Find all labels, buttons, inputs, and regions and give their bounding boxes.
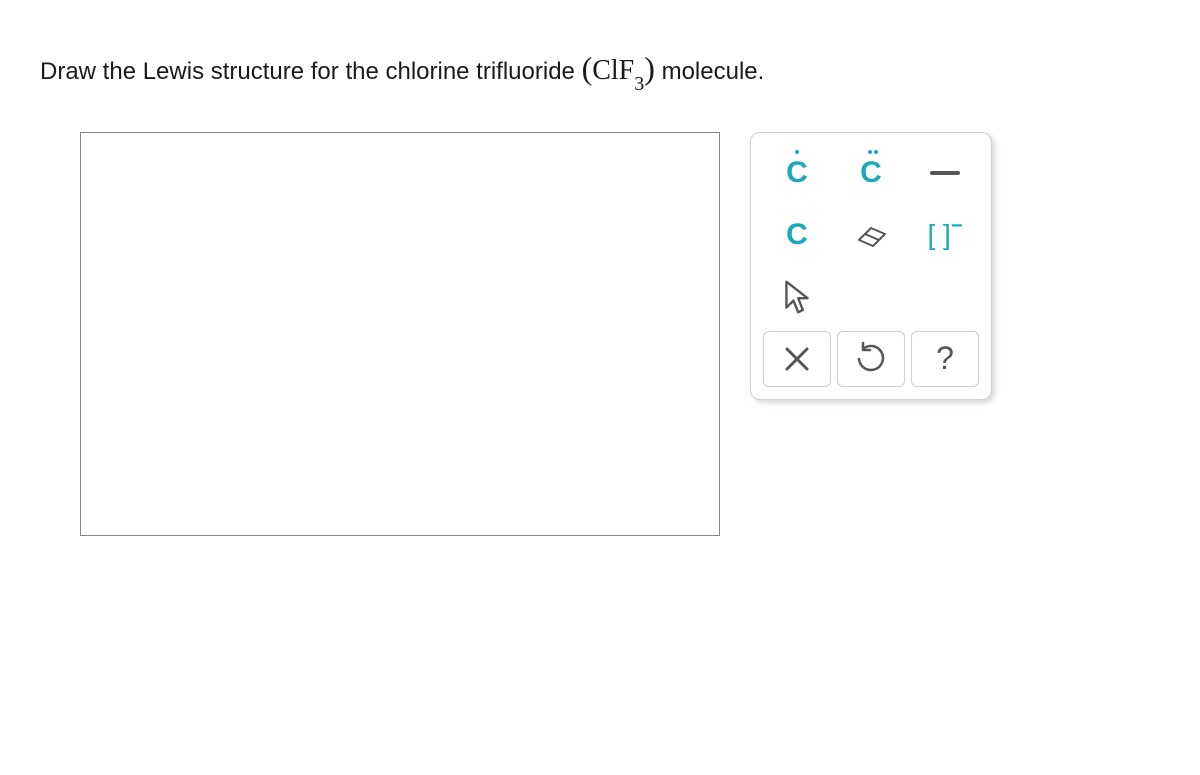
formula-subscript: 3 — [634, 73, 644, 95]
atom-plain-icon: C — [786, 218, 808, 252]
bond-icon — [930, 171, 960, 175]
close-icon — [777, 339, 817, 379]
eraser-icon — [851, 215, 891, 255]
atom-two-electrons-button[interactable]: C — [837, 145, 905, 201]
instruction-suffix: molecule. — [655, 58, 764, 85]
instruction-prefix: Draw the Lewis structure for the chlorin… — [40, 58, 582, 85]
cursor-icon — [777, 277, 817, 317]
bond-button[interactable] — [911, 145, 979, 201]
atom-one-dot-icon: C — [786, 156, 808, 190]
help-button[interactable]: ? — [911, 331, 979, 387]
atom-one-electron-button[interactable]: C — [763, 145, 831, 201]
help-icon: ? — [936, 340, 954, 377]
atom-plain-button[interactable]: C — [763, 207, 831, 263]
drawing-toolbar: C C C — [750, 132, 992, 400]
eraser-button[interactable] — [837, 207, 905, 263]
select-button[interactable] — [763, 269, 831, 325]
clear-button[interactable] — [763, 331, 831, 387]
atom-two-dots-icon: C — [860, 156, 882, 190]
charge-bracket-button[interactable]: [ ]− — [911, 207, 979, 263]
charge-bracket-icon: [ ]− — [927, 219, 962, 251]
molecule-formula: (ClF3) — [582, 55, 655, 86]
drawing-canvas[interactable] — [80, 132, 720, 536]
formula-element: ClF — [592, 55, 634, 86]
undo-button[interactable] — [837, 331, 905, 387]
instruction-text: Draw the Lewis structure for the chlorin… — [40, 50, 1160, 92]
undo-icon — [851, 339, 891, 379]
